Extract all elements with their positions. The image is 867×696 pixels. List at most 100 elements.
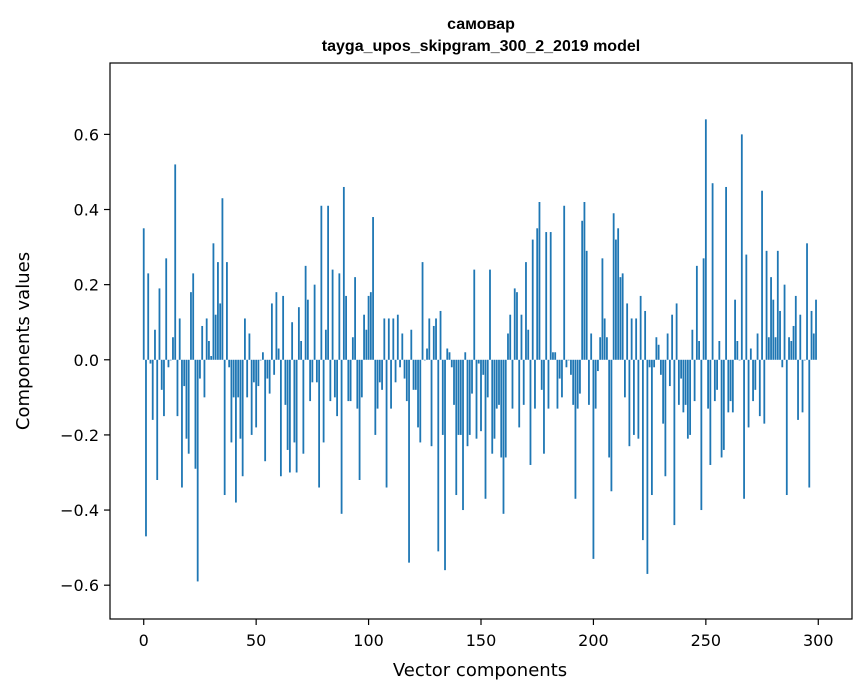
- bar-173: [531, 239, 534, 360]
- bar-201: [594, 359, 597, 409]
- bar-11: [167, 359, 170, 368]
- bar-101: [369, 292, 372, 360]
- bar-169: [522, 359, 525, 405]
- bar-58: [273, 359, 276, 375]
- bar-56: [268, 359, 271, 394]
- bar-288: [790, 341, 793, 360]
- bar-257: [720, 359, 723, 458]
- bar-188: [565, 359, 568, 368]
- bar-162: [507, 333, 509, 360]
- bar-90: [345, 295, 347, 360]
- bar-31: [212, 243, 215, 360]
- bar-110: [390, 359, 392, 409]
- bar-184: [556, 359, 559, 409]
- bar-157: [495, 359, 498, 409]
- bar-221: [639, 295, 642, 360]
- bar-246: [695, 265, 698, 360]
- y-tick-label: 0.4: [74, 201, 99, 220]
- bar-206: [606, 337, 608, 360]
- bar-224: [646, 359, 649, 574]
- bar-38: [228, 359, 231, 368]
- bar-166: [516, 292, 518, 360]
- bar-146: [471, 359, 473, 394]
- bar-160: [502, 359, 505, 514]
- bar-248: [700, 359, 703, 511]
- bar-172: [529, 359, 532, 465]
- bar-152: [484, 359, 487, 499]
- y-tick-label: 0.6: [74, 125, 99, 144]
- bar-135: [446, 348, 449, 360]
- bar-298: [812, 333, 815, 360]
- bar-99: [365, 329, 368, 360]
- bar-284: [781, 359, 784, 368]
- bar-203: [599, 337, 602, 360]
- bar-132: [439, 310, 442, 360]
- bar-46: [246, 359, 249, 398]
- bar-268: [745, 254, 748, 360]
- bar-220: [637, 359, 640, 439]
- bar-291: [797, 359, 799, 420]
- bar-15: [176, 359, 179, 417]
- bar-36: [223, 359, 226, 496]
- bar-290: [794, 295, 797, 360]
- y-tick-label: 0.2: [74, 276, 99, 295]
- bar-208: [610, 359, 613, 492]
- bar-200: [592, 359, 595, 559]
- bar-185: [558, 359, 561, 379]
- bar-112: [394, 359, 397, 383]
- chart-title: самовар: [447, 16, 515, 33]
- bar-260: [727, 359, 730, 413]
- bar-207: [608, 359, 611, 458]
- bar-167: [518, 359, 521, 428]
- bar-276: [763, 359, 766, 424]
- x-axis: 0 50 100 150 200 250 300: [139, 619, 834, 650]
- y-axis-label: Components values: [13, 252, 34, 430]
- bar-261: [729, 359, 732, 402]
- bar-171: [527, 329, 530, 360]
- bar-113: [396, 314, 399, 360]
- bar-232: [664, 359, 667, 477]
- bar-140: [457, 359, 460, 435]
- bar-274: [758, 359, 761, 417]
- bar-229: [657, 344, 660, 360]
- bar-54: [264, 359, 267, 462]
- bar-78: [318, 359, 321, 488]
- bar-7: [158, 288, 161, 360]
- x-tick-label: 300: [803, 631, 834, 650]
- bar-158: [498, 359, 500, 405]
- bar-12: [169, 359, 172, 361]
- bar-213: [621, 273, 624, 360]
- bar-210: [615, 239, 617, 360]
- bar-175: [536, 228, 539, 360]
- bar-27: [203, 359, 206, 398]
- bar-285: [783, 284, 786, 360]
- bar-244: [691, 329, 694, 360]
- bar-280: [772, 299, 775, 360]
- bar-254: [713, 359, 716, 402]
- bar-66: [291, 322, 294, 360]
- bar-42: [237, 359, 240, 398]
- bar-104: [376, 359, 379, 409]
- bar-106: [381, 359, 383, 390]
- bar-234: [668, 359, 671, 387]
- bar-137: [450, 359, 453, 368]
- bar-278: [767, 337, 770, 360]
- bar-22: [192, 273, 195, 360]
- bar-249: [702, 258, 705, 360]
- bar-92: [349, 359, 352, 402]
- bar-216: [628, 359, 631, 447]
- bar-80: [322, 359, 325, 443]
- bar-266: [740, 134, 743, 360]
- bar-40: [232, 359, 235, 398]
- bar-128: [430, 359, 433, 447]
- bar-6: [156, 359, 159, 480]
- bar-237: [675, 303, 678, 360]
- bar-277: [765, 250, 768, 360]
- bar-24: [196, 359, 199, 582]
- bar-223: [644, 310, 647, 360]
- bar-199: [590, 333, 593, 360]
- bar-227: [653, 359, 656, 368]
- bar-2: [147, 273, 150, 360]
- bar-129: [432, 325, 435, 360]
- bar-87: [338, 273, 341, 360]
